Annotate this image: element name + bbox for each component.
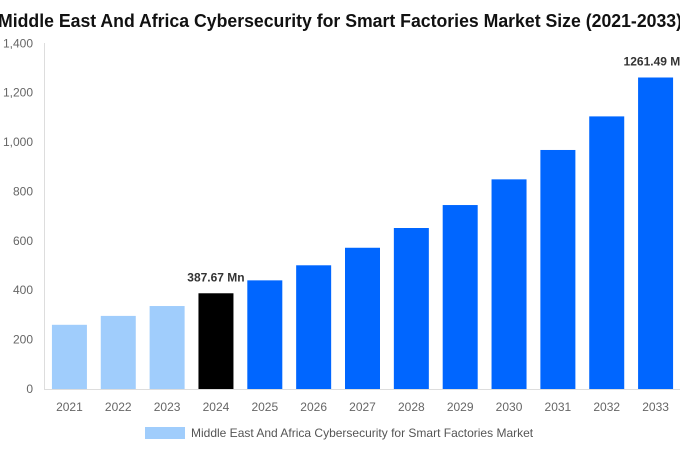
x-tick-label: 2029 (447, 400, 474, 414)
bars (51, 77, 674, 389)
data-labels: 387.67 Mn 1261.49 Mn (187, 55, 680, 285)
legend-label: Middle East And Africa Cybersecurity for… (191, 426, 534, 440)
x-tick-label: 2027 (349, 400, 376, 414)
bar-2031[interactable] (540, 149, 576, 389)
x-tick-label: 2025 (251, 400, 278, 414)
bar-2026[interactable] (296, 265, 332, 389)
x-tick-label: 2031 (545, 400, 572, 414)
bar-2028[interactable] (393, 228, 429, 389)
y-tick-label: 400 (13, 283, 33, 297)
bar-2024[interactable] (198, 293, 234, 389)
y-tick-label: 1,400 (3, 36, 33, 50)
bar-2025[interactable] (247, 280, 283, 389)
legend[interactable]: Middle East And Africa Cybersecurity for… (145, 426, 534, 440)
x-axis: 2021 2022 2023 2024 2025 2026 2027 2028 2029 2030… (56, 400, 669, 414)
x-tick-label: 2024 (203, 400, 230, 414)
bar-2021[interactable] (51, 324, 87, 389)
bar-2022[interactable] (100, 315, 136, 389)
legend-swatch (145, 427, 185, 439)
chart-title: Middle East And Africa Cybersecurity for… (0, 11, 680, 31)
x-tick-label: 2021 (56, 400, 83, 414)
y-tick-label: 0 (26, 382, 33, 396)
x-tick-label: 2028 (398, 400, 425, 414)
bar-2033[interactable] (638, 77, 674, 389)
y-tick-label: 600 (13, 234, 33, 248)
y-tick-label: 1,000 (3, 135, 33, 149)
bar-2027[interactable] (345, 247, 380, 389)
x-tick-label: 2026 (300, 400, 327, 414)
x-tick-label: 2033 (642, 400, 669, 414)
x-tick-label: 2022 (105, 400, 132, 414)
bar-2029[interactable] (442, 205, 478, 389)
y-tick-label: 200 (13, 333, 33, 347)
data-label-2024: 387.67 Mn (187, 270, 244, 284)
bar-2032[interactable] (589, 116, 625, 389)
bar-2023[interactable] (149, 306, 185, 389)
y-tick-label: 800 (13, 184, 33, 198)
y-axis: 0 200 400 600 800 1,000 1,200 1,400 (3, 36, 33, 396)
data-label-2033: 1261.49 Mn (624, 55, 680, 69)
bar-2030[interactable] (491, 179, 527, 389)
x-tick-label: 2023 (154, 400, 181, 414)
x-tick-label: 2030 (496, 400, 523, 414)
x-tick-label: 2032 (593, 400, 620, 414)
y-tick-label: 1,200 (3, 86, 33, 100)
